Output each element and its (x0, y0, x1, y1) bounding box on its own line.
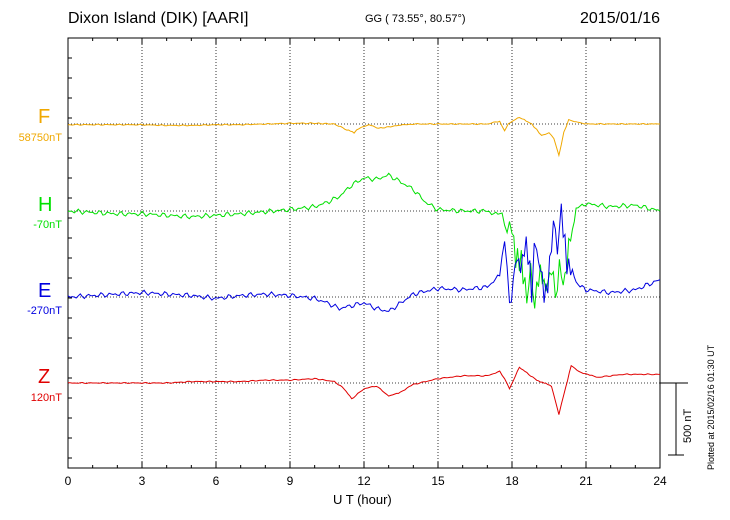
coordinates-label: GG ( 73.55°, 80.57°) (365, 13, 466, 25)
channel-letter-h: H (38, 194, 53, 216)
series-line-z (67, 364, 661, 415)
x-tick-label: 12 (357, 474, 371, 488)
x-tick-label: 24 (653, 474, 667, 488)
series-line-h (67, 172, 661, 309)
series-line-e (67, 203, 661, 312)
channel-letter-z: Z (38, 366, 51, 388)
x-tick-label: 6 (213, 474, 220, 488)
channel-baseline-h: -70nT (33, 219, 62, 231)
x-axis-label: U T (hour) (333, 492, 392, 507)
scale-bar-label: 500 nT (682, 408, 694, 443)
x-tick-label: 0 (65, 474, 72, 488)
x-tick-label: 9 (287, 474, 294, 488)
channel-letter-f: F (38, 106, 51, 128)
plot-frame (67, 37, 661, 469)
x-tick-label: 3 (139, 474, 146, 488)
station-title: Dixon Island (DIK) [AARI] (68, 10, 249, 27)
x-tick-label: 18 (505, 474, 519, 488)
series-line-f (68, 116, 660, 158)
x-tick-label: 15 (431, 474, 445, 488)
x-tick-label: 21 (579, 474, 593, 488)
channel-letter-e: E (38, 280, 52, 302)
channel-baseline-e: -270nT (27, 305, 62, 317)
channel-baseline-z: 120nT (30, 392, 62, 404)
channel-baseline-f: 58750nT (18, 132, 62, 144)
plotted-timestamp: Plotted at 2015/02/16 01:30 UT (706, 344, 716, 470)
date-label: 2015/01/16 (580, 10, 661, 27)
